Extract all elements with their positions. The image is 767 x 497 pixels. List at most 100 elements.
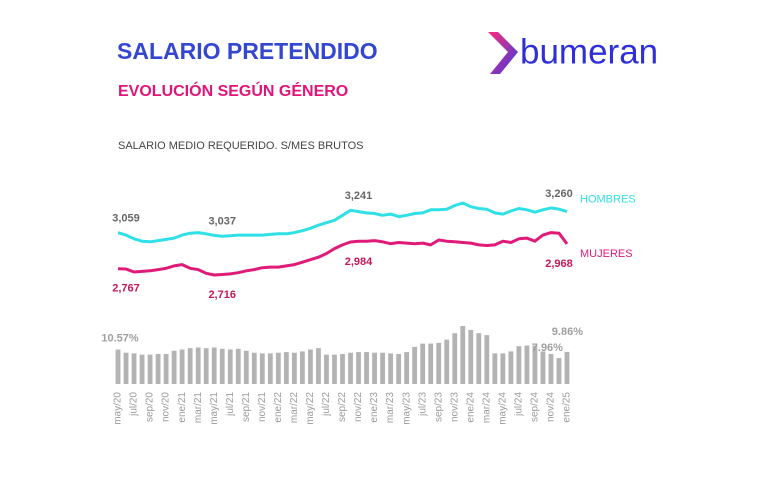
bar (235, 348, 241, 384)
bar (251, 352, 257, 384)
x-tick-label: nov/24 (546, 392, 557, 422)
bar (300, 351, 305, 384)
x-tick-label: nov/20 (161, 392, 172, 422)
bar (316, 348, 321, 384)
bar (548, 354, 554, 384)
value-label: 2,767 (112, 283, 140, 295)
bar (364, 352, 369, 384)
bar (484, 335, 490, 384)
bar (356, 352, 361, 384)
bar (532, 345, 538, 384)
value-label: 2,984 (345, 256, 373, 268)
logo: bumeran (520, 32, 658, 71)
bar (203, 348, 209, 384)
bar (259, 353, 265, 384)
x-tick-label: jul/20 (129, 392, 140, 417)
x-tick-label: may/24 (497, 392, 508, 425)
x-tick-label: sep/23 (433, 392, 444, 422)
x-tick-label: mar/23 (385, 392, 396, 424)
x-tick-label: may/23 (401, 392, 412, 425)
bar (412, 346, 418, 384)
bar (380, 352, 385, 384)
bar (219, 348, 225, 384)
value-label: 3,037 (208, 215, 236, 227)
x-tick-label: sep/24 (530, 392, 541, 422)
bar (564, 351, 570, 384)
bar (147, 354, 153, 384)
x-tick-label: nov/23 (449, 392, 460, 422)
bar (460, 326, 466, 384)
bar-label: 9.86% (552, 326, 583, 338)
bar (131, 353, 137, 384)
bar (556, 358, 562, 384)
legend-label: MUJERES (580, 248, 633, 260)
bar (291, 352, 297, 384)
bar (155, 354, 161, 384)
x-tick-label: jul/21 (225, 392, 236, 417)
bar (540, 351, 546, 384)
x-tick-label: mar/22 (289, 392, 300, 424)
bar (195, 347, 201, 384)
x-tick-label: sep/22 (337, 392, 348, 422)
x-tick-label: may/20 (113, 392, 124, 425)
bar (211, 347, 217, 384)
x-tick-label: may/21 (209, 392, 220, 425)
x-tick-label: jul/22 (321, 392, 332, 417)
note: SALARIO MEDIO REQUERIDO. S/MES BRUTOS (118, 140, 364, 152)
value-label: 3,241 (345, 190, 373, 202)
bar (388, 353, 394, 384)
x-tick-label: may/22 (305, 392, 316, 425)
x-tick-label: sep/20 (145, 392, 156, 422)
x-tick-label: ene/24 (465, 392, 476, 423)
value-label: 2,716 (208, 289, 236, 301)
bar (516, 346, 522, 384)
bar (468, 329, 474, 384)
bar (348, 352, 353, 384)
title: SALARIO PRETENDIDO (117, 38, 378, 64)
x-tick-label: mar/21 (193, 392, 204, 424)
bar (123, 352, 129, 384)
bar-label: 10.57% (101, 332, 139, 344)
series-line (117, 231, 569, 277)
bar (420, 343, 426, 384)
x-tick-label: ene/22 (273, 392, 284, 423)
x-tick-label: sep/21 (241, 392, 252, 422)
series-line (117, 201, 568, 244)
bar (340, 354, 345, 384)
x-tick-label: mar/24 (481, 392, 492, 424)
bar (404, 352, 410, 384)
bar (187, 348, 193, 384)
bar (163, 354, 169, 384)
value-label: 2,968 (545, 258, 573, 270)
bar (115, 349, 121, 384)
x-tick-label: nov/22 (353, 392, 364, 422)
bar (243, 350, 249, 384)
subtitle: EVOLUCIÓN SEGÚN GÉNERO (118, 81, 348, 100)
bar (452, 333, 458, 384)
x-tick-label: ene/21 (177, 392, 188, 423)
bar (372, 352, 377, 384)
x-tick-label: ene/23 (369, 392, 380, 423)
x-tick-label: jul/24 (514, 392, 525, 417)
bar (500, 353, 506, 384)
bar (332, 354, 337, 384)
logo-icon (488, 32, 518, 74)
bar (396, 354, 402, 384)
bar (283, 352, 289, 384)
bar (267, 353, 273, 384)
bar (308, 349, 313, 384)
bar (436, 342, 442, 384)
bar (227, 349, 233, 384)
x-tick-label: nov/21 (257, 392, 268, 422)
value-label: 3,059 (112, 213, 140, 225)
bar (171, 350, 177, 384)
bar-label: 7.96% (532, 342, 563, 354)
legend-label: HOMBRES (580, 194, 636, 206)
x-tick-label: jul/23 (417, 392, 428, 417)
bar (508, 351, 514, 384)
bar (428, 343, 434, 384)
bar (179, 349, 185, 384)
bar (444, 339, 450, 384)
value-label: 3,260 (545, 188, 573, 200)
